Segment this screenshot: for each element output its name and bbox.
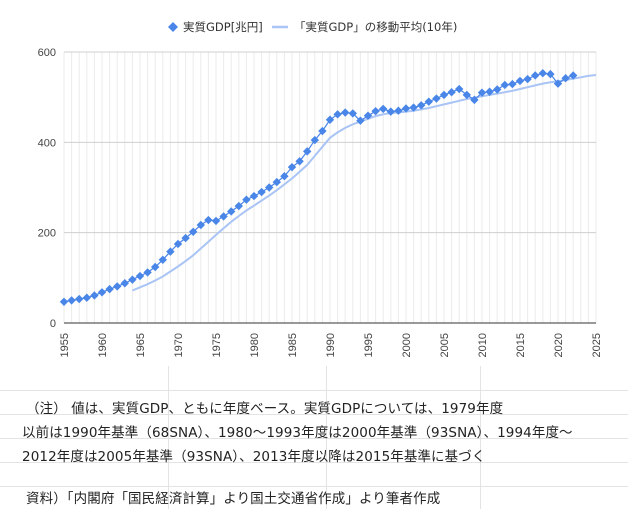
chart-container[interactable]: 0 200 400 600 1955 1960 1965 1970 1975 1980 1985 19…: [8, 4, 608, 364]
gdp-data-point: [508, 79, 517, 89]
gdp-data-point: [173, 239, 183, 249]
gdp-data-point: [113, 282, 122, 291]
gdp-data-point: [386, 107, 395, 116]
x-tick-label: 1985: [287, 333, 299, 357]
x-tick-label: 2000: [401, 333, 413, 357]
gdp-data-point: [455, 84, 464, 94]
note-line-2: 以前は1990年基準（68SNA）、1980～1993年度は2000年基準（93…: [22, 425, 573, 441]
legend-gdp-marker: [168, 22, 178, 32]
gdp-data-point: [363, 111, 373, 120]
x-tick-label: 1980: [249, 333, 261, 357]
gdp-data-point: [204, 215, 213, 225]
gdp-data-point: [462, 90, 471, 100]
gdp-data-point: [515, 76, 525, 86]
gdp-data-point: [500, 80, 509, 90]
x-tick-label: 1955: [59, 333, 71, 357]
legend-moving-average-label: 「実質GDP」の移動平均(10年): [294, 20, 457, 34]
gdp-data-point: [569, 71, 578, 80]
y-tick-label: 0: [50, 318, 56, 330]
moving-average-line: [132, 74, 597, 292]
gdp-data-point: [379, 104, 388, 114]
gdp-data-point: [211, 216, 221, 226]
gdp-data-point: [295, 157, 304, 166]
x-tick-label: 1990: [325, 333, 337, 357]
gdp-data-point: [82, 293, 91, 302]
gdp-data-point: [303, 147, 312, 156]
gdp-data-point: [105, 284, 114, 294]
gdp-data-point: [325, 115, 335, 124]
note-line-3: 2012年度は2005年基準（93SNA）、2013年度以降は2015年基準に基…: [22, 449, 486, 465]
y-tick-label: 400: [38, 137, 56, 149]
x-tick-label: 1965: [135, 333, 147, 357]
gdp-data-point: [272, 177, 281, 187]
gdp-data-point: [227, 207, 236, 216]
gdp-data-point: [538, 69, 547, 78]
gdp-data-point: [439, 90, 449, 100]
y-tick-label: 600: [38, 47, 56, 59]
gdp-data-point: [318, 126, 327, 136]
gdp-data-point: [90, 291, 99, 300]
gdp-data-point: [348, 109, 357, 118]
x-tick-label: 2010: [477, 333, 489, 357]
gdp-data-point: [424, 97, 433, 106]
gdp-data-point: [219, 212, 228, 221]
gdp-data-point: [189, 227, 198, 236]
gdp-data-point: [97, 288, 107, 297]
gdp-data-point: [75, 294, 84, 304]
gdp-data-point: [432, 94, 441, 103]
gdp-data-point: [234, 201, 243, 211]
gdp-data-point: [128, 275, 137, 284]
gdp-data-point: [485, 87, 494, 96]
gdp-data-point: [242, 195, 251, 204]
gdp-data-point: [546, 69, 555, 79]
gdp-data-point: [477, 88, 487, 97]
gdp-data-point: [341, 108, 350, 117]
x-tick-label: 2005: [439, 333, 451, 357]
gdp-data-point: [280, 172, 289, 181]
x-tick-label: 1960: [97, 333, 109, 357]
gdp-data-point: [371, 106, 380, 116]
legend-gdp-label: 実質GDP[兆円]: [183, 20, 263, 34]
note-line-1: （注） 値は、実質GDP、ともに年度ベース。実質GDPについては、1979年度: [26, 401, 504, 417]
gdp-data-point: [158, 255, 167, 264]
gdp-data-point: [265, 183, 274, 192]
gdp-data-point: [143, 268, 152, 277]
gdp-data-point: [59, 297, 69, 306]
gdp-data-point: [151, 262, 160, 272]
x-tick-label: 2020: [553, 333, 565, 357]
gdp-data-point: [470, 95, 479, 105]
gdp-data-point: [553, 79, 563, 88]
gdp-data-point: [287, 162, 297, 172]
x-tick-label: 1975: [211, 333, 223, 357]
source-line: 資料）「内閣府「国民経済計算」より国土交通省作成」より筆者作成: [26, 491, 441, 507]
gdp-data-point: [135, 271, 145, 281]
gdp-data-point: [394, 106, 403, 115]
gdp-data-point: [447, 87, 456, 97]
gdp-data-point: [493, 85, 502, 94]
gdp-data-point: [249, 191, 259, 201]
gdp-data-point: [356, 116, 365, 125]
y-tick-label: 200: [38, 228, 56, 240]
gdp-data-point: [181, 233, 190, 243]
x-tick-label: 2015: [515, 333, 527, 357]
gdp-data-point: [409, 103, 418, 112]
gdp-data-point: [67, 296, 76, 305]
gdp-data-point: [333, 110, 342, 119]
gdp-data-point: [417, 101, 426, 110]
gdp-data-point: [310, 135, 319, 145]
gdp-data-point: [196, 220, 205, 230]
gdp-chart: 0 200 400 600 1955 1960 1965 1970 1975 1980 1985 19…: [38, 20, 603, 357]
x-tick-label: 1995: [363, 333, 375, 357]
gdp-data-point: [561, 73, 570, 83]
x-tick-label: 1970: [173, 333, 185, 357]
x-tick-label: 2025: [591, 333, 603, 357]
gdp-data-point: [166, 247, 175, 256]
gdp-data-point: [401, 104, 411, 113]
gdp-data-point: [531, 71, 540, 80]
gdp-data-point: [120, 279, 129, 288]
gdp-data-point: [523, 74, 532, 84]
gdp-data-point: [257, 187, 266, 197]
